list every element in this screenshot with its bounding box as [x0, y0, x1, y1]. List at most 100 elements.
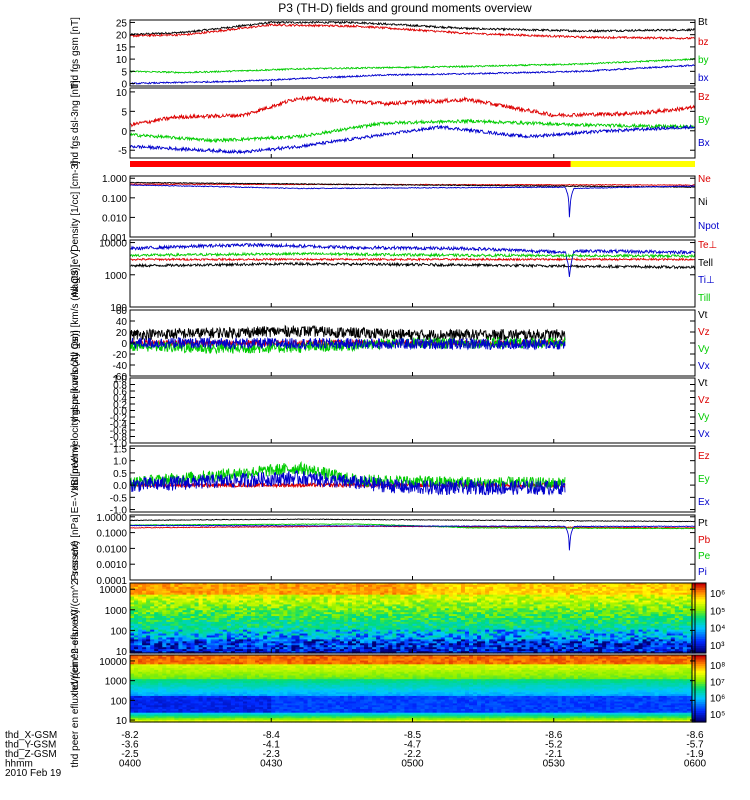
- spectrogram-cell: [521, 618, 527, 621]
- spectrogram-cell: [327, 621, 333, 625]
- spectrogram-cell: [553, 639, 559, 642]
- spectrogram-cell: [360, 606, 365, 609]
- spectrogram-cell: [226, 645, 232, 648]
- spectrogram-cell: [497, 629, 502, 633]
- spectrogram-cell: [586, 594, 591, 598]
- spectrogram-cell: [557, 619, 563, 623]
- spectrogram-cell: [444, 623, 450, 627]
- spectrogram-cell: [267, 606, 272, 609]
- spectrogram-cell: [368, 596, 373, 600]
- spectrogram-cell: [351, 600, 357, 604]
- spectrogram-cell: [202, 604, 208, 607]
- spectrogram-cell: [299, 635, 305, 639]
- spectrogram-cell: [565, 604, 571, 607]
- spectrogram-cell: [230, 584, 236, 588]
- spectrogram-cell: [311, 643, 317, 646]
- spectrogram-cell: [650, 621, 656, 625]
- spectrogram-cell: [618, 627, 623, 631]
- spectrogram-cell: [509, 633, 514, 637]
- spectrogram-cell: [456, 588, 462, 592]
- spectrogram-cell: [291, 629, 297, 633]
- spectrogram-cell: [327, 641, 333, 644]
- spectrogram-cell: [360, 637, 365, 640]
- spectrogram-cell: [513, 641, 519, 644]
- spectrogram-cell: [577, 610, 583, 613]
- spectrogram-cell: [646, 590, 652, 594]
- spectrogram-cell: [327, 614, 333, 617]
- spectrogram-cell: [388, 639, 393, 642]
- spectrogram-cell: [360, 647, 365, 650]
- spectrogram-cell: [376, 633, 381, 637]
- spectrogram-cell: [214, 594, 220, 598]
- spectrogram-cell: [537, 612, 543, 615]
- spectrogram-cell: [485, 584, 490, 588]
- spectrogram-cell: [614, 627, 619, 631]
- spectrogram-cell: [553, 643, 559, 646]
- spectrogram-cell: [356, 600, 361, 604]
- spectrogram-cell: [263, 584, 268, 588]
- spectrogram-cell: [541, 621, 547, 625]
- spectrogram-cell: [412, 584, 418, 588]
- y-axis-label: thd fgs dsl-3ng [nT]: [70, 80, 81, 166]
- spectrogram-cell: [238, 647, 244, 650]
- spectrogram-cell: [142, 604, 147, 607]
- spectrogram-cell: [243, 586, 248, 590]
- spectrogram-cell: [311, 645, 317, 648]
- spectrogram-cell: [650, 643, 656, 646]
- spectrogram-cell: [154, 586, 159, 590]
- spectrogram-cell: [335, 612, 341, 615]
- spectrogram-cell: [194, 627, 200, 631]
- spectrogram-cell: [452, 606, 458, 609]
- spectrogram-cell: [339, 596, 345, 600]
- spectrogram-cell: [525, 598, 531, 602]
- spectrogram-cell: [396, 600, 401, 604]
- spectrogram-cell: [464, 608, 470, 611]
- spectrogram-cell: [464, 639, 470, 642]
- spectrogram-cell: [553, 621, 559, 625]
- spectrogram-cell: [178, 612, 184, 615]
- spectrogram-cell: [557, 586, 563, 590]
- spectrogram-cell: [626, 631, 632, 635]
- spectrogram-cell: [170, 584, 175, 588]
- spectrogram-cell: [517, 645, 523, 648]
- spectrogram-cell: [424, 647, 430, 650]
- spectrogram-cell: [327, 616, 333, 619]
- spectrogram-cell: [190, 596, 196, 600]
- spectrogram-cell: [303, 602, 309, 605]
- spectrogram-cell: [234, 618, 240, 621]
- spectrogram-cell: [549, 596, 555, 600]
- spectrogram-cell: [259, 612, 264, 615]
- spectrogram-cell: [626, 610, 632, 613]
- spectrogram-cell: [319, 594, 325, 598]
- spectrogram-cell: [493, 583, 498, 586]
- spectrogram-cell: [222, 590, 228, 594]
- spectrogram-cell: [347, 590, 353, 594]
- spectrogram-cell: [194, 647, 200, 650]
- spectrogram-cell: [586, 602, 591, 605]
- spectrogram-cell: [400, 625, 406, 629]
- spectrogram-cell: [311, 619, 317, 623]
- spectrogram-cell: [351, 592, 357, 596]
- spectrogram-cell: [513, 645, 519, 648]
- spectrogram-cell: [654, 643, 660, 646]
- spectrogram-cell: [557, 647, 563, 650]
- spectrogram-cell: [230, 631, 236, 635]
- spectrogram-cell: [190, 647, 196, 650]
- spectrogram-cell: [489, 631, 494, 635]
- spectrogram-cell: [162, 596, 167, 600]
- spectrogram-cell: [206, 584, 212, 588]
- spectrogram-cell: [146, 583, 151, 586]
- spectrogram-cell: [396, 641, 401, 644]
- spectrogram-cell: [626, 606, 632, 609]
- spectrogram-cell: [174, 598, 180, 602]
- spectrogram-cell: [170, 647, 175, 650]
- spectrogram-cell: [319, 590, 325, 594]
- spectrogram-cell: [525, 649, 531, 652]
- spectrogram-cell: [343, 645, 349, 648]
- spectrogram-cell: [493, 588, 498, 592]
- spectrogram-cell: [174, 618, 180, 621]
- spectrogram-cell: [630, 649, 636, 652]
- spectrogram-cell: [606, 604, 611, 607]
- spectrogram-cell: [477, 614, 482, 617]
- spectrogram-cell: [138, 598, 143, 602]
